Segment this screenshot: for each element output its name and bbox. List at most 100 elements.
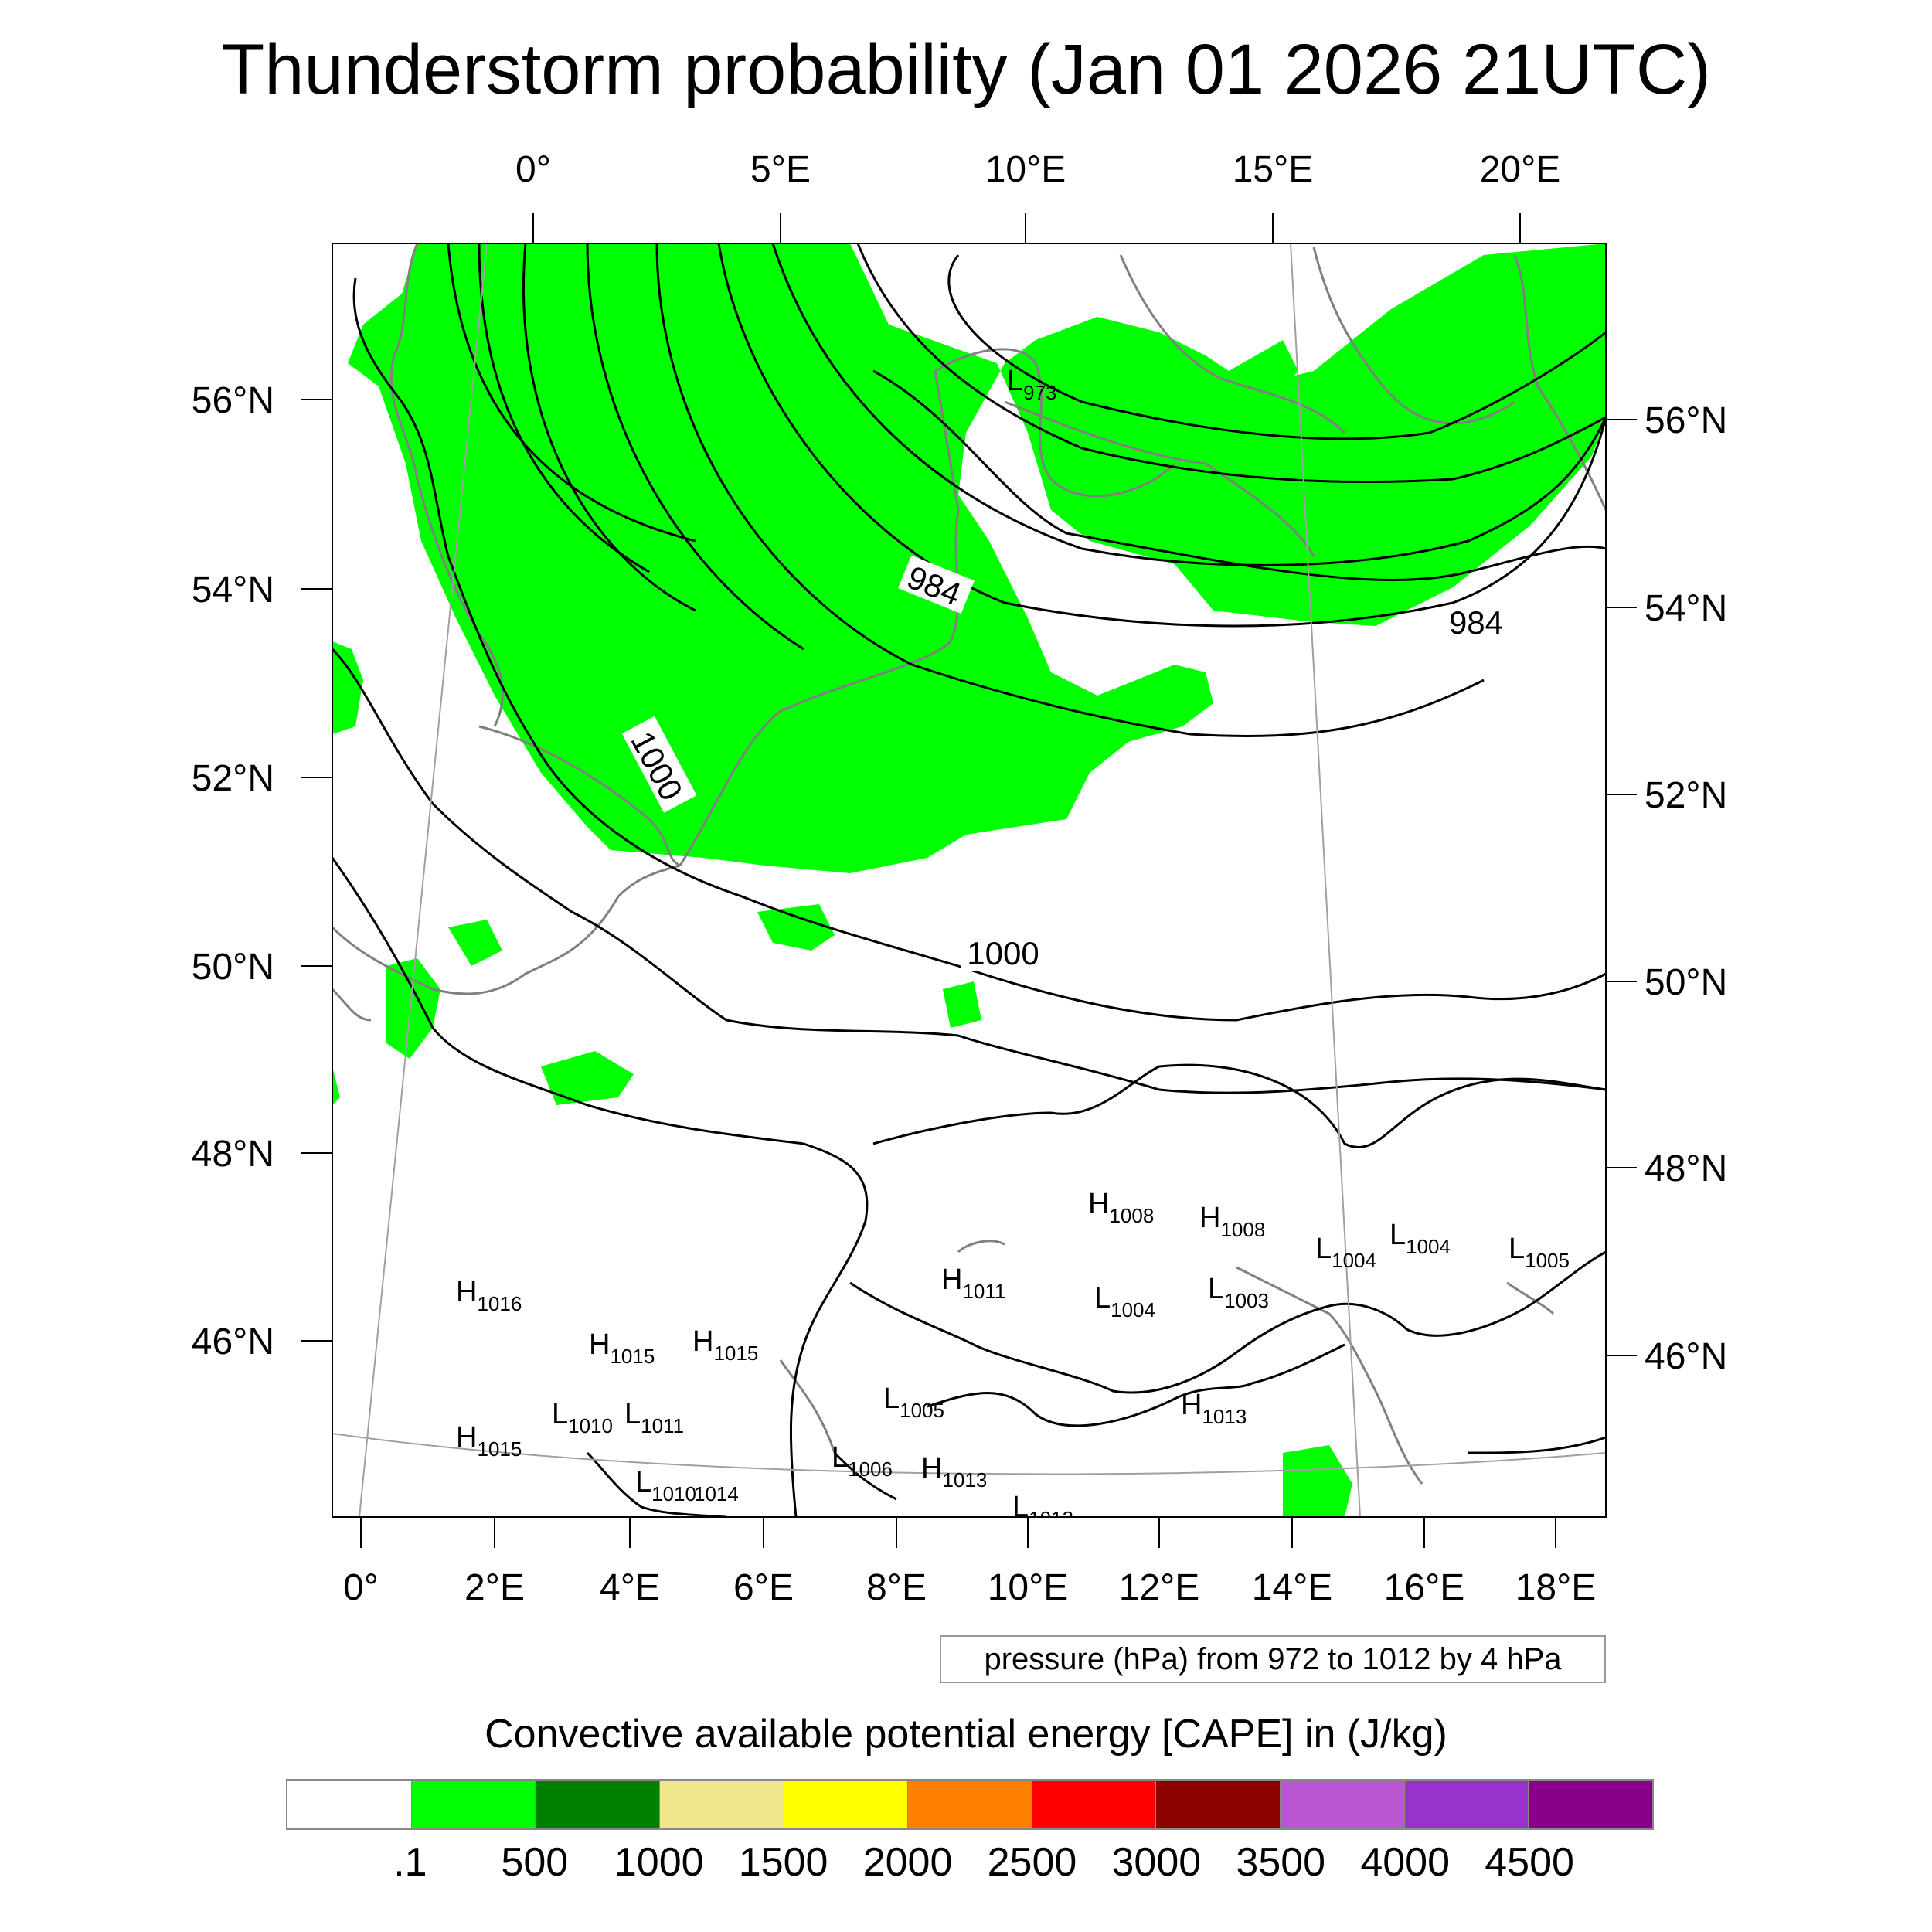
colorbar-box	[1281, 1781, 1405, 1828]
pressure-centers: L973 H1008 H1008 L1004 L1004 L1005 H1016…	[456, 365, 1570, 1530]
bottom-lon-label: 0°	[343, 1567, 379, 1608]
left-lat-label: 56°N	[192, 380, 274, 421]
isobar-14	[872, 1063, 1606, 1149]
map-frame	[332, 243, 1607, 1518]
cape-patch-8	[1283, 1445, 1352, 1517]
colorbar-label: 1000	[614, 1840, 704, 1885]
isobar-3	[522, 243, 696, 612]
pressure-center: L1006	[832, 1441, 893, 1481]
bottom-lon-label: 18°E	[1515, 1567, 1597, 1608]
right-lat-label: 56°N	[1645, 400, 1727, 441]
bottom-lon-label: 10°E	[988, 1567, 1069, 1608]
top-lon-labels: 0° 5°E 10°E 15°E 20°E	[515, 149, 1560, 190]
colorbar-label: 2000	[862, 1840, 953, 1885]
isobar-15	[849, 1250, 1606, 1394]
colorbar-box	[1156, 1781, 1281, 1828]
left-lat-label: 54°N	[192, 570, 274, 611]
chart-title: Thunderstorm probability (Jan 01 2026 21…	[221, 30, 1711, 109]
colorbar-box	[1032, 1781, 1157, 1828]
isobar-4	[586, 243, 804, 651]
colorbar-box	[1529, 1781, 1653, 1828]
bottom-lon-label: 12°E	[1119, 1567, 1200, 1608]
pressure-center: H1013	[1181, 1389, 1247, 1428]
top-lon-label: 5°E	[750, 149, 811, 190]
pressure-center: L1004	[1094, 1282, 1155, 1321]
colorbar-label: 4000	[1360, 1840, 1451, 1885]
pressure-center: H1011	[941, 1264, 1005, 1303]
pressure-center: H1015	[692, 1325, 758, 1365]
right-lat-label: 54°N	[1645, 588, 1727, 629]
pressure-center: H1015	[589, 1328, 655, 1368]
isobar-1	[447, 243, 696, 543]
pressure-center: L1010	[635, 1466, 696, 1505]
cape-patch-9	[332, 1066, 340, 1105]
colorbar-label: 3500	[1236, 1840, 1326, 1885]
bottom-lon-label: 14°E	[1252, 1567, 1333, 1608]
contour-label: 984	[1449, 604, 1503, 641]
cape-main-band	[348, 243, 1606, 873]
isobar-17	[1468, 1436, 1606, 1454]
isobar-18	[586, 1451, 727, 1517]
colorbar-label: 2500	[987, 1840, 1077, 1885]
isobar-9	[947, 254, 1606, 440]
isobar-11	[352, 277, 1606, 1022]
top-lon-label: 0°	[515, 149, 551, 190]
graticule	[332, 243, 1606, 1517]
colorbar	[286, 1779, 1654, 1830]
isobar-13	[332, 857, 869, 1517]
colorbar-label: 500	[501, 1840, 569, 1885]
colorbar-title: Convective available potential energy [C…	[485, 1712, 1447, 1757]
isobar-19	[833, 1451, 897, 1501]
pressure-center: L1012	[1012, 1491, 1073, 1530]
isobar-16	[927, 1343, 1345, 1427]
cape-patch-2	[386, 958, 440, 1059]
cape-patch-1	[332, 641, 363, 734]
isobar-6	[717, 243, 1606, 628]
pressure-center: L1004	[1315, 1233, 1376, 1272]
colorbar-label: .1	[393, 1840, 427, 1885]
right-lat-labels: 56°N 54°N 52°N 50°N 48°N 46°N	[1645, 400, 1727, 1377]
cape-patch-6	[943, 981, 981, 1028]
pressure-center: L1004	[1389, 1219, 1451, 1258]
cape-patch-5	[757, 904, 835, 951]
colorbar-box	[1404, 1781, 1529, 1828]
pressure-center: H1015	[456, 1421, 522, 1461]
left-lat-label: 52°N	[192, 758, 274, 799]
colorbar-box	[287, 1781, 412, 1828]
right-lat-label: 48°N	[1645, 1148, 1727, 1189]
left-lat-label: 46°N	[192, 1321, 274, 1362]
colorbar-labels: .1 500 1000 1500 2000 2500 3000 3500 4000 4500	[286, 1839, 1654, 1893]
isobar-5	[655, 243, 1485, 737]
bottom-lon-labels: 0° 2°E 4°E 6°E 8°E 10°E 12°E 14°E 16°E 1…	[343, 1567, 1596, 1608]
colorbar-box	[659, 1781, 784, 1828]
top-lon-label: 20°E	[1480, 149, 1561, 190]
pressure-center: H1013	[921, 1452, 987, 1492]
pressure-center: H1008	[1199, 1202, 1265, 1241]
isobar-10	[872, 369, 1606, 581]
colorbar-box	[908, 1781, 1032, 1828]
colorbar-label: 3000	[1111, 1840, 1202, 1885]
left-lat-label: 48°N	[192, 1134, 274, 1175]
left-lat-label: 50°N	[192, 947, 274, 988]
isobar-12	[332, 648, 1606, 1094]
colorbar-label: 4500	[1485, 1840, 1574, 1885]
pressure-center: L1005	[1509, 1233, 1570, 1272]
right-lat-label: 52°N	[1645, 775, 1727, 816]
pressure-center: L973	[1007, 365, 1057, 404]
colorbar-box	[411, 1781, 536, 1828]
right-lat-label: 46°N	[1645, 1336, 1727, 1377]
contour-label: 1000	[967, 935, 1039, 971]
pressure-center: H1016	[456, 1276, 522, 1315]
tick-marks	[301, 213, 1637, 1548]
pressure-center: L1003	[1208, 1273, 1269, 1312]
isobars	[332, 243, 1606, 1517]
colorbar-box	[784, 1781, 909, 1828]
bottom-lon-label: 2°E	[464, 1567, 525, 1608]
bottom-lon-label: 16°E	[1384, 1567, 1465, 1608]
contour-info-box: pressure (hPa) from 972 to 1012 by 4 hPa	[940, 1635, 1606, 1683]
bottom-lon-label: 4°E	[600, 1567, 660, 1608]
pressure-center: L1011	[624, 1398, 684, 1437]
isobar-7	[771, 243, 1606, 566]
colorbar-label: 1500	[738, 1840, 828, 1885]
